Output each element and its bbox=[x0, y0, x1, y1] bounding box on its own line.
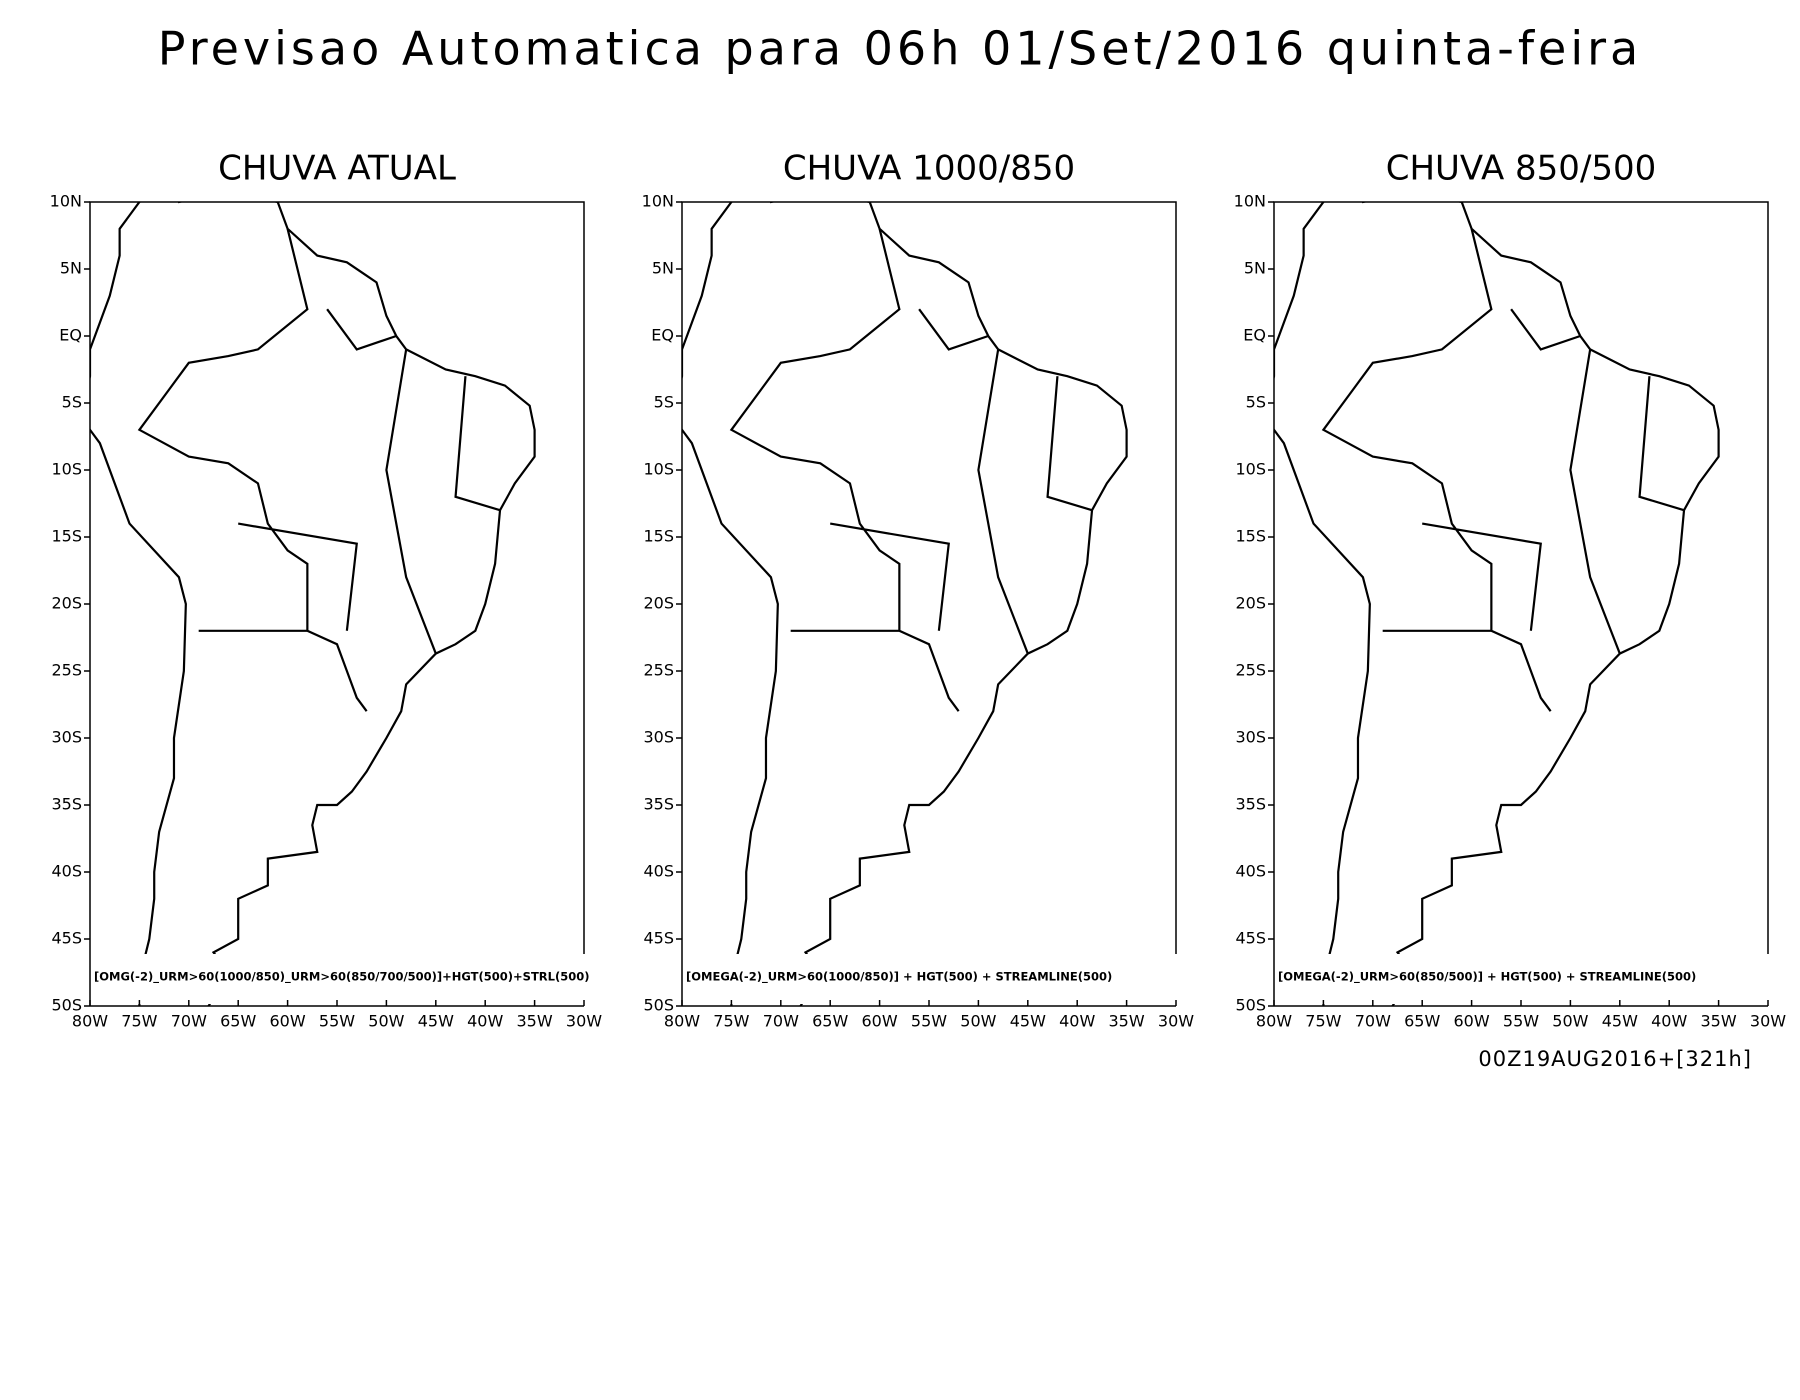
lat-tick-label: 10S bbox=[51, 460, 82, 479]
lon-tick-label: 40W bbox=[1651, 1012, 1687, 1031]
lat-tick-label: 10S bbox=[643, 460, 674, 479]
lon-tick-label: 60W bbox=[270, 1012, 306, 1031]
lon-tick-label: 40W bbox=[1059, 1012, 1095, 1031]
lat-tick-label: EQ bbox=[651, 326, 674, 345]
caption-box bbox=[92, 954, 596, 1004]
caption: [OMEGA(-2)_URM>60(1000/850)] + HGT(500) … bbox=[686, 970, 1112, 985]
lat-tick-label: 35S bbox=[51, 795, 82, 814]
lat-tick-label: 15S bbox=[643, 527, 674, 546]
lat-tick-label: 50S bbox=[51, 996, 82, 1015]
lon-tick-label: 65W bbox=[1404, 1012, 1440, 1031]
lat-tick-label: 5N bbox=[1244, 259, 1266, 278]
lat-tick-label: 5S bbox=[654, 393, 674, 412]
lon-tick-label: 75W bbox=[1305, 1012, 1341, 1031]
lat-tick-label: 45S bbox=[1235, 929, 1266, 948]
map-panel: CHUVA ATUAL [OMG(-2)_URM>60(1000/850)_URM… bbox=[50, 149, 603, 1031]
lat-tick-label: 15S bbox=[51, 527, 82, 546]
lon-tick-label: 35W bbox=[517, 1012, 553, 1031]
lon-tick-label: 45W bbox=[1602, 1012, 1638, 1031]
lon-tick-label: 40W bbox=[467, 1012, 503, 1031]
lon-tick-label: 70W bbox=[171, 1012, 207, 1031]
lon-tick-label: 80W bbox=[1256, 1012, 1292, 1031]
timestamp: 00Z19AUG2016+[321h] bbox=[1478, 1047, 1752, 1071]
map-area bbox=[1264, 182, 1718, 1020]
coastline bbox=[80, 182, 534, 1020]
coastline bbox=[672, 182, 1126, 1020]
panel-title: CHUVA 1000/850 bbox=[783, 149, 1075, 189]
lon-tick-label: 55W bbox=[911, 1012, 947, 1031]
lon-tick-label: 75W bbox=[121, 1012, 157, 1031]
lat-tick-label: 20S bbox=[643, 594, 674, 613]
lat-tick-label: 5N bbox=[60, 259, 82, 278]
lat-tick-label: 10N bbox=[1234, 192, 1266, 211]
lon-tick-label: 80W bbox=[72, 1012, 108, 1031]
lat-tick-label: 10S bbox=[1235, 460, 1266, 479]
lat-tick-label: 5S bbox=[62, 393, 82, 412]
lat-tick-label: 25S bbox=[643, 661, 674, 680]
lat-tick-label: 30S bbox=[1235, 728, 1266, 747]
lat-tick-label: 10N bbox=[642, 192, 674, 211]
caption: [OMEGA(-2)_URM>60(850/500)] + HGT(500) +… bbox=[1278, 970, 1696, 985]
lon-tick-label: 60W bbox=[862, 1012, 898, 1031]
lon-tick-label: 55W bbox=[1503, 1012, 1539, 1031]
lat-tick-label: 50S bbox=[643, 996, 674, 1015]
lat-tick-label: 45S bbox=[51, 929, 82, 948]
lon-tick-label: 30W bbox=[566, 1012, 602, 1031]
lat-tick-label: 10N bbox=[50, 192, 82, 211]
lon-tick-label: 75W bbox=[713, 1012, 749, 1031]
lon-tick-label: 65W bbox=[220, 1012, 256, 1031]
lon-tick-label: 30W bbox=[1158, 1012, 1194, 1031]
lon-tick-label: 60W bbox=[1454, 1012, 1490, 1031]
lat-tick-label: 5N bbox=[652, 259, 674, 278]
panel-title: CHUVA ATUAL bbox=[218, 149, 456, 189]
lon-tick-label: 70W bbox=[763, 1012, 799, 1031]
lat-tick-label: 40S bbox=[1235, 862, 1266, 881]
lon-tick-label: 50W bbox=[1552, 1012, 1588, 1031]
map-area bbox=[80, 182, 534, 1020]
lat-tick-label: 40S bbox=[51, 862, 82, 881]
lon-tick-label: 35W bbox=[1701, 1012, 1737, 1031]
lat-tick-label: 25S bbox=[51, 661, 82, 680]
lon-tick-label: 50W bbox=[960, 1012, 996, 1031]
coastline bbox=[1264, 182, 1718, 1020]
map-area bbox=[672, 182, 1126, 1020]
main-title: Previsao Automatica para 06h 01/Set/2016… bbox=[158, 22, 1642, 76]
lat-tick-label: 15S bbox=[1235, 527, 1266, 546]
caption-box bbox=[1276, 954, 1780, 1004]
lon-tick-label: 35W bbox=[1109, 1012, 1145, 1031]
lon-tick-label: 70W bbox=[1355, 1012, 1391, 1031]
lat-tick-label: 30S bbox=[643, 728, 674, 747]
lon-tick-label: 65W bbox=[812, 1012, 848, 1031]
lat-tick-label: 40S bbox=[643, 862, 674, 881]
lat-tick-label: 30S bbox=[51, 728, 82, 747]
lon-tick-label: 55W bbox=[319, 1012, 355, 1031]
lat-tick-label: 45S bbox=[643, 929, 674, 948]
lat-tick-label: EQ bbox=[59, 326, 82, 345]
panel-title: CHUVA 850/500 bbox=[1386, 149, 1657, 189]
lon-tick-label: 45W bbox=[1010, 1012, 1046, 1031]
caption-box bbox=[684, 954, 1188, 1004]
panels: CHUVA ATUAL [OMG(-2)_URM>60(1000/850)_URM… bbox=[50, 149, 1787, 1031]
map-panel: CHUVA 1000/850 [OMEGA(-2)_URM>60(1000/850… bbox=[642, 149, 1195, 1031]
lat-tick-label: 35S bbox=[643, 795, 674, 814]
lat-tick-label: EQ bbox=[1243, 326, 1266, 345]
lat-tick-label: 20S bbox=[51, 594, 82, 613]
lat-tick-label: 5S bbox=[1246, 393, 1266, 412]
lat-tick-label: 20S bbox=[1235, 594, 1266, 613]
lon-tick-label: 50W bbox=[368, 1012, 404, 1031]
lon-tick-label: 80W bbox=[664, 1012, 700, 1031]
lat-tick-label: 50S bbox=[1235, 996, 1266, 1015]
caption: [OMG(-2)_URM>60(1000/850)_URM>60(850/700… bbox=[94, 970, 589, 985]
lat-tick-label: 25S bbox=[1235, 661, 1266, 680]
lon-tick-label: 30W bbox=[1750, 1012, 1786, 1031]
lon-tick-label: 45W bbox=[418, 1012, 454, 1031]
map-panel: CHUVA 850/500 [OMEGA(-2)_URM>60(850/500)]… bbox=[1234, 149, 1787, 1031]
lat-tick-label: 35S bbox=[1235, 795, 1266, 814]
